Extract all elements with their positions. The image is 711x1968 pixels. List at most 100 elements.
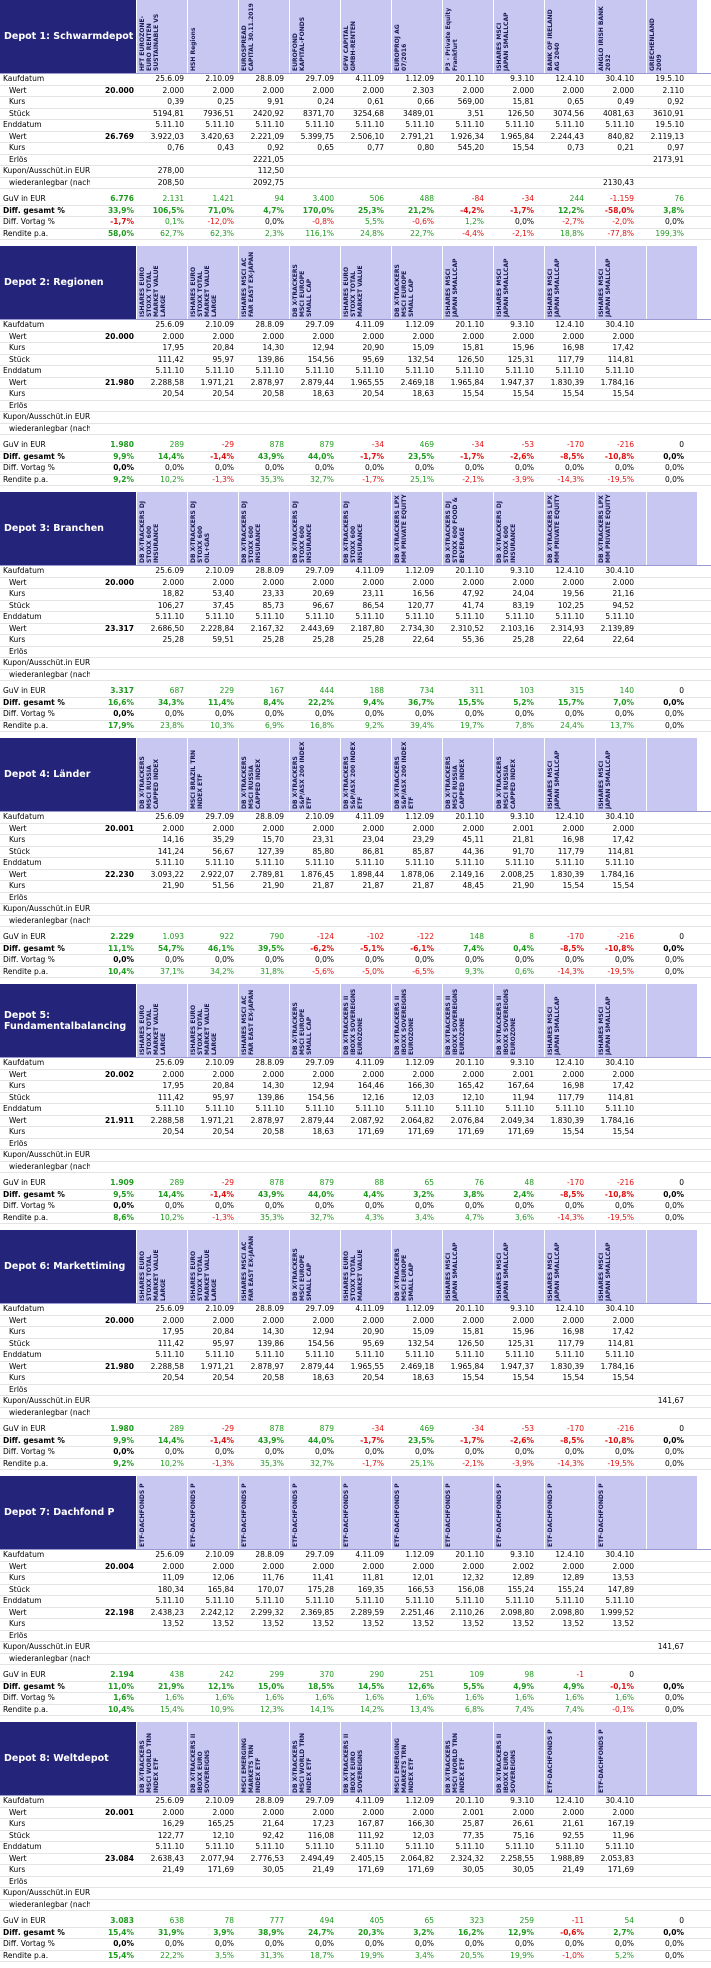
row-total	[90, 1619, 137, 1630]
value-cell	[237, 1631, 287, 1642]
value-cell: 35,29	[212, 835, 234, 844]
value-cell: 4,4%	[363, 1189, 384, 1199]
value-cell: 2.000	[412, 577, 434, 587]
value-cell	[637, 1058, 687, 1069]
value-cell: -53	[521, 1424, 534, 1433]
value-cell: 1.12.09	[405, 1796, 434, 1805]
value-cell: 244	[569, 194, 584, 203]
value-cell: 2.000	[462, 823, 484, 833]
value-cell: 2.087,92	[350, 1115, 384, 1125]
value-cell: 3,8%	[663, 205, 684, 215]
value-cell: 5.11.10	[505, 612, 534, 621]
depot-section: Depot 7: Dachfond P ETF-DACHFONDS P ETF-DA…	[0, 1476, 711, 1722]
row-label: Enddatum	[3, 120, 42, 129]
row-kurs: Kurs 14,16 35,29 15,70 23,31 23,04 23,29 45,11 2…	[0, 835, 711, 847]
value-cell: -6,2%	[310, 943, 334, 953]
value-cell: 0,0%	[664, 1458, 684, 1468]
value-cell: 171,69	[207, 1865, 234, 1874]
value-cell: 0,0%	[314, 1201, 334, 1210]
value-cell	[287, 670, 337, 681]
fund-header-cell: DB X-TRACKERS LPX MM PRIVATE EQUITY	[392, 492, 443, 565]
value-cell: 29.7.09	[305, 74, 334, 83]
row-total	[90, 812, 137, 823]
value-cell: 0,0%	[414, 1939, 434, 1948]
row-total	[90, 412, 137, 423]
value-cell	[387, 893, 437, 904]
row-kurs2: Kurs 20,54 20,54 20,58 18,63 171,69 171,69 171,…	[0, 1127, 711, 1139]
value-cell: 0,0%	[364, 1447, 384, 1456]
row-label: Diff. gesamt %	[3, 1927, 65, 1937]
value-cell: 14,4%	[157, 1189, 184, 1199]
fund-header-cell: DB X-TRACKERS MSCI WORLD TRN INDEX ETF	[137, 1722, 188, 1795]
row-total	[90, 635, 137, 646]
row-total: 20.000	[105, 1315, 134, 1325]
value-cell	[287, 1385, 337, 1396]
fund-header-cell: ISHARES EURO STOXX TOTAL MARKET VALUE LA…	[188, 984, 239, 1057]
row-label: GuV in EUR	[3, 1916, 46, 1925]
value-cell	[387, 1888, 437, 1899]
value-cell: 5.11.10	[355, 1842, 384, 1851]
row-label: Enddatum	[3, 612, 42, 621]
value-cell: 5.11.10	[605, 366, 634, 375]
value-cell: -124	[316, 932, 334, 941]
value-cell: 22,64	[562, 635, 584, 644]
value-cell: 5.11.10	[205, 1104, 234, 1113]
value-cell: 2.049,34	[500, 1115, 534, 1125]
value-cell: 2.776,53	[250, 1853, 284, 1863]
value-cell: 31,8%	[260, 966, 284, 976]
value-cell: -14,3%	[557, 1458, 584, 1468]
value-cell: 20,54	[362, 389, 384, 398]
value-cell: 25,3%	[357, 205, 384, 215]
value-cell: 2.131	[162, 194, 184, 203]
value-cell: 9.3.10	[510, 320, 534, 329]
row-label: Erlös	[9, 1876, 28, 1886]
fund-header-cell: DB X-TRACKERS MSCI EUROPE SMALL CAP	[290, 1230, 341, 1303]
value-cell	[437, 1654, 487, 1665]
value-cell	[637, 566, 687, 577]
value-cell	[337, 1631, 387, 1642]
fund-name: DB X-TRACKERS MSCI RUSSIA CAPPED INDEX	[496, 756, 517, 809]
value-cell: 1.784,16	[600, 1115, 634, 1125]
value-cell	[337, 1888, 387, 1899]
value-cell: 29.7.09	[205, 812, 234, 821]
value-cell	[187, 1385, 237, 1396]
value-cell: 16,56	[412, 589, 434, 598]
value-cell: 20.1.10	[455, 1796, 484, 1805]
depot-fund-headers: ISHARES EURO STOXX TOTAL MARKET VALUE LA…	[137, 984, 711, 1057]
fund-name: DB X-TRACKERS S&P/ASX 200 INDEX ETF	[394, 741, 415, 809]
value-cell: 17,42	[612, 343, 634, 352]
value-cell: -1,7%	[362, 474, 384, 484]
fund-header-cell: ISHARES EURO STOXX TOTAL MARKET VALUE LA…	[137, 984, 188, 1057]
value-cell: 9,3%	[464, 966, 484, 976]
fund-name: ETF-DACHFONDS P	[292, 1483, 299, 1547]
fund-header-cell: GFW CAPITAL GMBH-RENTEN	[341, 0, 392, 73]
value-cell: 22,7%	[410, 228, 434, 238]
value-cell: 2.10.09	[305, 812, 334, 821]
row-total: 0,0%	[113, 1447, 134, 1456]
row-label: GuV in EUR	[3, 932, 46, 941]
value-cell: 0,0%	[664, 1212, 684, 1222]
value-cell: 1.12.09	[405, 1550, 434, 1559]
value-cell: 5.11.10	[305, 1842, 334, 1851]
value-cell	[437, 658, 487, 669]
value-cell: 28.8.09	[255, 1550, 284, 1559]
value-cell: 1.988,89	[550, 1853, 584, 1863]
fund-name: DB X-TRACKERS II IBOXX EURO SOVEREIGNS	[190, 1733, 211, 1793]
value-cell: 2.10.09	[205, 320, 234, 329]
value-cell: 2.000	[262, 1315, 284, 1325]
value-cell: 43,9%	[257, 1435, 284, 1445]
fund-header-cell: ISHARES EURO STOXX TOTAL MARKET VALUE LA…	[137, 246, 188, 319]
row-label: Kaufdatum	[3, 1796, 45, 1805]
depot-title: Depot 6: Markettiming	[0, 1230, 137, 1303]
value-cell: 5.11.10	[405, 120, 434, 129]
value-cell	[437, 1396, 487, 1407]
value-cell: 141,67	[657, 1642, 684, 1651]
value-cell: 1,2%	[464, 217, 484, 226]
fund-name: EUROPROJ AG 07/2016	[394, 24, 408, 71]
value-cell: 1.965,55	[350, 1361, 384, 1371]
value-cell: 154,56	[307, 1092, 334, 1102]
value-cell: -6,5%	[412, 966, 434, 976]
value-cell: 15,54	[612, 1373, 634, 1382]
value-cell: -170	[566, 1178, 584, 1187]
value-cell: 5.11.10	[305, 1596, 334, 1605]
